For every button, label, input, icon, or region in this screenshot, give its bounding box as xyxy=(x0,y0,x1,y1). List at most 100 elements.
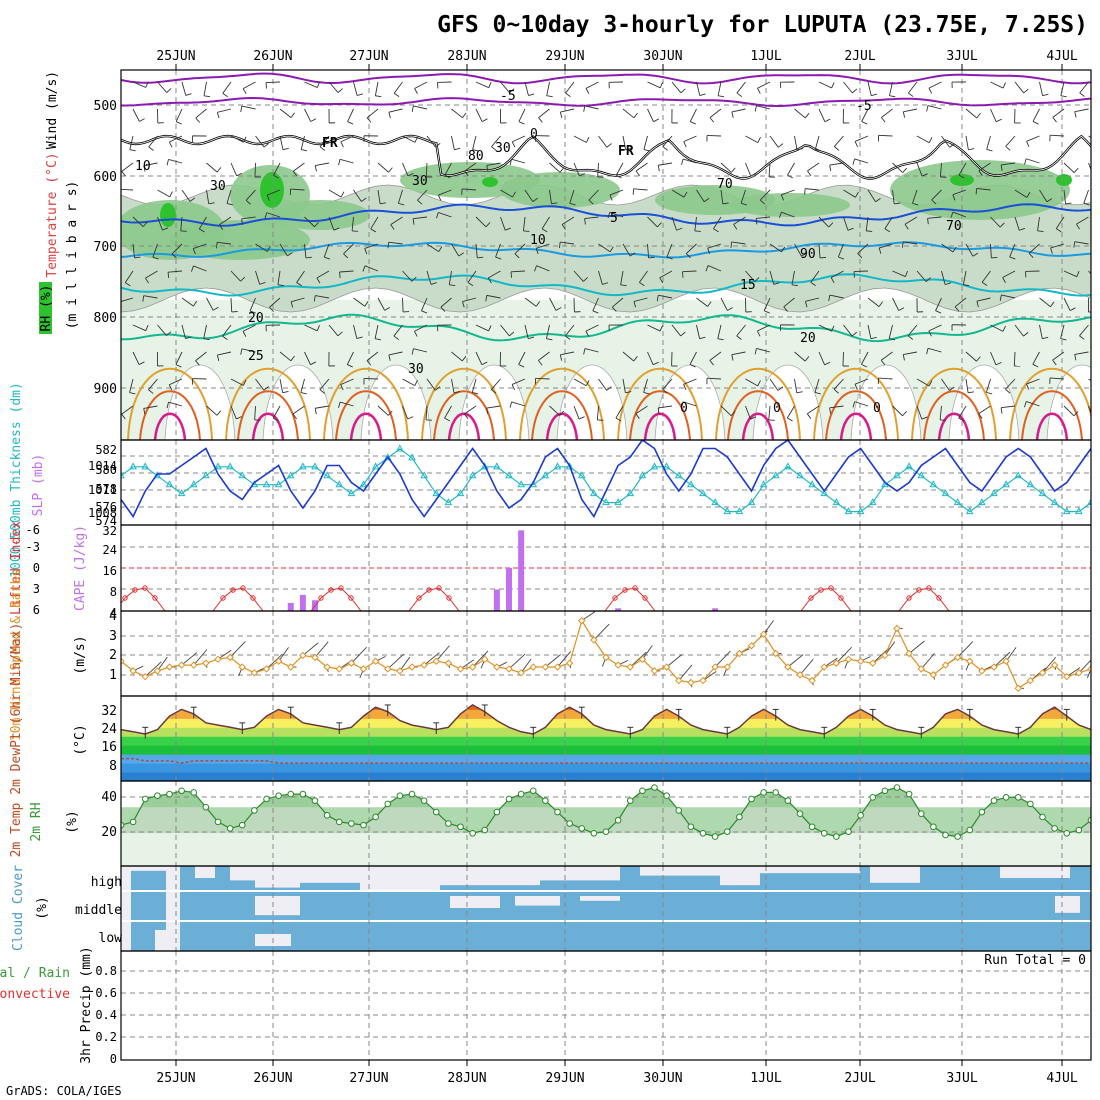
wind-barb xyxy=(1037,216,1040,231)
wind-barb xyxy=(666,243,673,258)
thickness-point xyxy=(929,480,938,488)
wind-barb-feather xyxy=(653,361,659,366)
wind-barb-feather xyxy=(528,336,535,340)
ylabel-cloud-unit: (%) xyxy=(35,896,50,919)
rh2m-point xyxy=(578,825,586,832)
wind10-barb xyxy=(799,658,814,676)
wind-barb-feather xyxy=(249,310,256,314)
y-tick-upper: 600 xyxy=(94,170,117,185)
li-point xyxy=(132,587,138,593)
wind-barb xyxy=(421,297,428,312)
wind-barb xyxy=(402,297,404,313)
wind-barb-feather xyxy=(958,417,965,422)
wind-barb xyxy=(912,189,918,204)
wind-barb-feather xyxy=(736,335,742,340)
wind-barb-feather xyxy=(999,294,1002,301)
wind10-point xyxy=(165,663,174,671)
rh2m-point xyxy=(990,797,998,804)
wind-barb-feather xyxy=(754,277,760,282)
wind-barb-feather xyxy=(931,199,937,205)
temp2m-line xyxy=(121,704,1091,735)
wind-barb xyxy=(157,216,163,231)
li-point xyxy=(142,585,148,591)
wind-barb-feather xyxy=(757,137,761,143)
ylabel-cape: CAPE (J/kg) xyxy=(73,525,88,611)
wind-barb xyxy=(1052,108,1065,118)
y-tick-li: 0 xyxy=(33,561,40,575)
wind-barb-feather xyxy=(366,360,372,366)
wind-barb xyxy=(707,265,722,272)
li-point xyxy=(152,595,158,601)
wind-barb-feather xyxy=(1093,174,1099,176)
wind-barb xyxy=(241,105,256,110)
rh2m-point xyxy=(287,790,295,798)
isotherm-30-loop xyxy=(1021,390,1083,440)
li-line xyxy=(121,587,166,611)
run-total-label: Run Total = 0 xyxy=(984,953,1086,968)
wind-barb-feather xyxy=(854,141,859,148)
li-point xyxy=(426,587,432,593)
wind-barb xyxy=(132,81,147,88)
wind-barb-feather xyxy=(904,270,908,277)
thickness-point xyxy=(941,489,950,497)
li-point xyxy=(122,595,128,601)
wind-barb-feather xyxy=(148,389,154,394)
wind-barb-feather xyxy=(927,218,929,225)
thickness-point xyxy=(614,498,622,506)
wind-barb-feather xyxy=(290,355,295,362)
wind10-point xyxy=(614,661,622,669)
wind10-point xyxy=(250,669,259,677)
li-point xyxy=(318,595,324,601)
rh2m-point xyxy=(166,790,173,798)
wind-barb xyxy=(1001,162,1016,166)
wind-barb-feather xyxy=(266,246,271,252)
wind-barb-feather xyxy=(904,223,909,230)
rh2m-point xyxy=(141,795,149,803)
thickness-point xyxy=(1002,480,1010,488)
wind-barb xyxy=(245,189,256,201)
wind-barb-feather xyxy=(952,194,956,201)
wind-barb-feather xyxy=(472,392,479,395)
wind-barb xyxy=(717,81,722,96)
wind-barb xyxy=(388,108,403,113)
isotherm-35-loop xyxy=(545,412,579,440)
wind-barb xyxy=(390,216,403,225)
cape-bar xyxy=(287,602,294,611)
wind-barb-feather xyxy=(134,256,141,259)
wind-barb-feather xyxy=(411,105,414,112)
wind-barb xyxy=(230,270,241,282)
cloud-left-gap xyxy=(121,866,131,951)
rh2m-point xyxy=(736,813,743,821)
wind-barb-feather xyxy=(902,354,905,361)
thickness-point xyxy=(650,462,659,470)
wind-barb xyxy=(622,108,635,119)
wind-barb xyxy=(756,216,771,219)
wind-barb-feather xyxy=(222,92,228,98)
wind-barb-feather xyxy=(884,228,891,233)
wind-barb xyxy=(353,81,358,96)
wind-barb-feather xyxy=(514,253,520,259)
wind-barb-feather xyxy=(148,146,154,151)
wind-barb-feather xyxy=(356,336,363,340)
wind-barb-feather xyxy=(683,141,687,148)
wind-barb-feather xyxy=(833,146,840,151)
wind-barb xyxy=(536,265,550,272)
wind10-barb xyxy=(351,646,367,664)
thickness-point xyxy=(1087,498,1091,506)
wind-barb xyxy=(319,378,330,390)
wind-barb xyxy=(472,135,477,150)
wind-barb-feather xyxy=(722,202,729,205)
wind-barb xyxy=(1063,270,1077,278)
wind-barb-feather xyxy=(880,359,886,366)
rh2m-point xyxy=(893,784,901,791)
wind-barb-feather xyxy=(240,276,246,282)
wind-barb xyxy=(448,270,452,285)
wind-barb xyxy=(339,401,354,407)
wind-barb-feather xyxy=(870,336,877,340)
wind-barb xyxy=(647,324,661,332)
wind-barb xyxy=(511,401,526,407)
wind-barb-feather xyxy=(1073,167,1079,173)
wind-barb xyxy=(769,270,775,285)
wind-barb-feather xyxy=(928,330,932,337)
wind-barb-feather xyxy=(192,248,196,255)
